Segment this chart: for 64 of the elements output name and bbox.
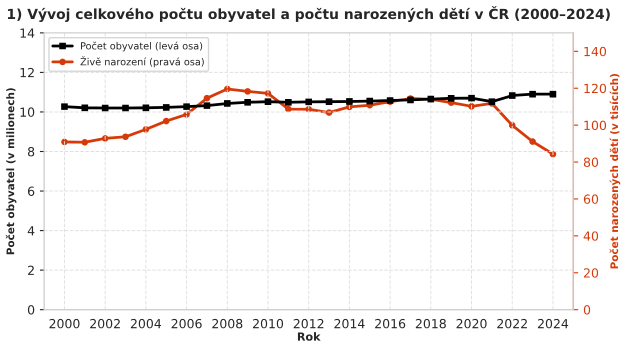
y2-axis-title: Počet narozených dětí (v tisících) <box>610 74 620 268</box>
x-tick-label: 2008 <box>212 318 242 328</box>
point <box>244 88 251 95</box>
y2-tick-label: 0 <box>584 305 590 315</box>
x-tick-label: 2020 <box>456 318 487 328</box>
y-tick-label: 10 <box>20 107 34 117</box>
y-tick-label: 6 <box>28 186 34 196</box>
point <box>550 90 556 98</box>
x-tick-label: 2000 <box>49 318 80 328</box>
point <box>285 98 292 106</box>
point <box>102 104 108 112</box>
point <box>224 100 231 107</box>
x-tick-label: 2016 <box>375 318 406 328</box>
y-tick-label: 8 <box>28 146 34 156</box>
x-tick-label: 2022 <box>497 318 527 328</box>
legend-label: Živě narození (pravá osa) <box>80 56 204 68</box>
chart-title: 1) Vývoj celkového počtu obyvatel a počtu narozených dětí v ČR (2000–2024) <box>8 6 610 22</box>
x-tick-label: 2012 <box>294 318 324 328</box>
point <box>204 94 210 102</box>
point <box>529 90 536 98</box>
point <box>508 122 516 129</box>
y-axis-title: Počet obyvatel (v milionech) <box>6 88 16 254</box>
point <box>162 104 170 111</box>
y-tick-label: 0 <box>28 305 34 315</box>
point <box>244 98 251 106</box>
point <box>122 133 129 140</box>
x-tick-label: 2006 <box>172 318 202 328</box>
y2-tick-label: 100 <box>584 120 606 130</box>
point <box>448 95 454 102</box>
y-tick-label: 2 <box>28 266 34 275</box>
y-tick-label: 14 <box>20 28 34 38</box>
point <box>82 104 88 112</box>
x-tick-label: 2014 <box>334 318 365 328</box>
point <box>122 104 129 112</box>
y2-tick-label: 80 <box>584 158 598 167</box>
point <box>204 102 210 109</box>
x-tick-label: 2024 <box>538 318 568 328</box>
point <box>529 138 536 145</box>
point <box>468 94 475 102</box>
y2-tick-label: 20 <box>584 268 598 278</box>
point <box>346 98 353 105</box>
point <box>326 98 332 105</box>
x-axis-title: Rok <box>298 332 321 341</box>
point <box>183 103 190 110</box>
y2-tick-label: 60 <box>584 194 598 204</box>
y2-tick-label: 140 <box>584 46 606 56</box>
legend-label: Počet obyvatel (levá osa) <box>81 42 202 52</box>
x-tick-label: 2018 <box>416 318 446 328</box>
point <box>508 92 516 99</box>
y2-tick-label: 40 <box>584 231 598 241</box>
x-tick-label: 2002 <box>90 318 120 328</box>
x-tick-label: 2010 <box>253 318 284 328</box>
point <box>142 104 150 112</box>
point <box>162 118 170 124</box>
point <box>285 106 292 112</box>
point <box>82 139 88 146</box>
point <box>264 98 272 105</box>
y-tick-label: 4 <box>28 226 34 236</box>
x-tick-label: 2004 <box>130 318 162 328</box>
y2-tick-label: 120 <box>584 84 606 94</box>
y-tick-label: 12 <box>20 68 34 78</box>
point <box>61 103 68 110</box>
point <box>366 98 374 104</box>
point <box>305 98 312 106</box>
